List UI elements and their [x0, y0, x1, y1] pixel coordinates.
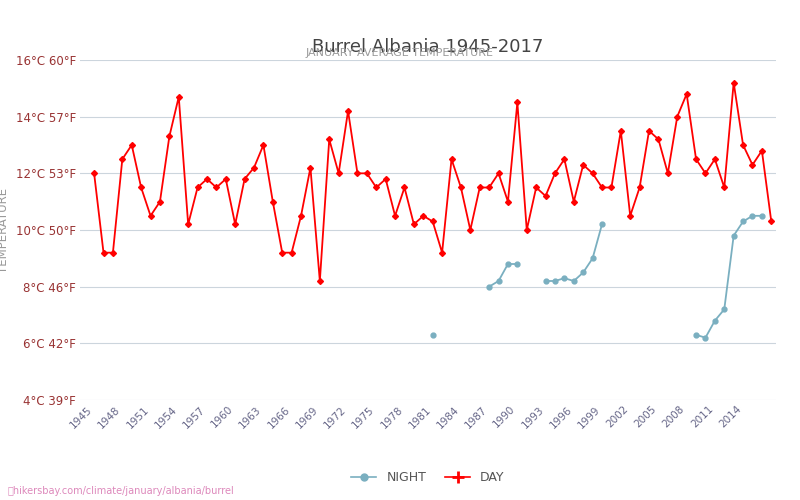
- Text: JANUARY AVERAGE TEMPERATURE: JANUARY AVERAGE TEMPERATURE: [306, 48, 494, 58]
- Title: Burrel Albania 1945-2017: Burrel Albania 1945-2017: [312, 38, 544, 56]
- Legend: NIGHT, DAY: NIGHT, DAY: [346, 466, 510, 489]
- Text: 📍hikersbay.com/climate/january/albania/burrel: 📍hikersbay.com/climate/january/albania/b…: [8, 486, 234, 496]
- Y-axis label: TEMPERATURE: TEMPERATURE: [0, 188, 10, 272]
